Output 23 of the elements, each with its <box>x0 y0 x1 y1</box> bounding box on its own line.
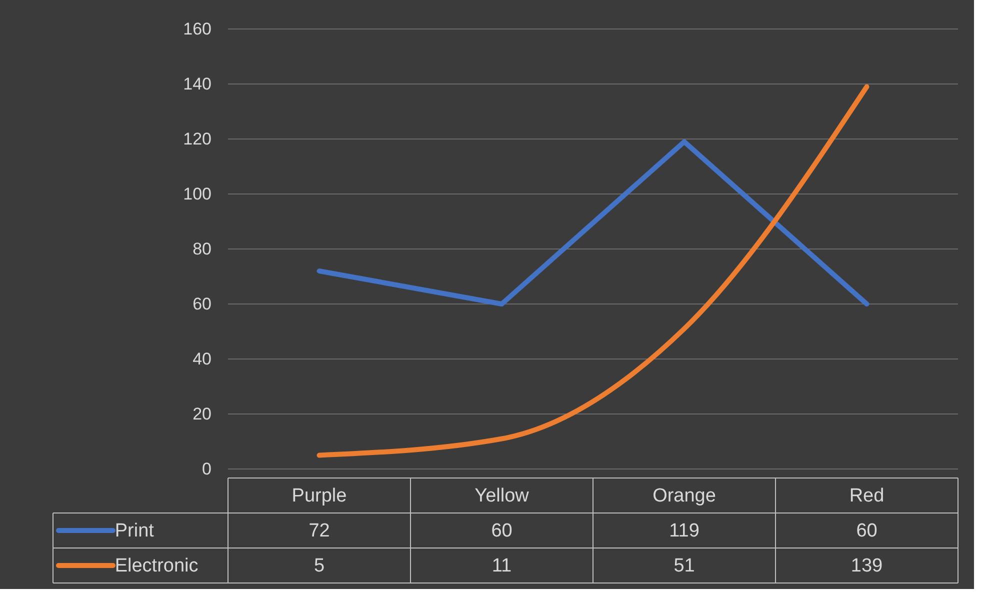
data-label: 51 <box>674 556 695 576</box>
data-label: 119 <box>669 520 700 542</box>
data-label: 60 <box>491 520 512 542</box>
data-label: 5 <box>314 556 325 576</box>
x-tick-label: Orange <box>652 486 716 506</box>
x-tick-label: Purple <box>292 486 347 506</box>
y-tick-label: 120 <box>183 130 212 148</box>
legend-label: Electronic <box>114 556 198 576</box>
y-tick-label: 140 <box>183 74 212 94</box>
y-tick-label: 20 <box>192 404 212 424</box>
y-tick-label: 100 <box>183 184 212 204</box>
y-tick-label: 40 <box>192 350 212 368</box>
x-tick-label: Red <box>849 486 884 506</box>
y-tick-label: 60 <box>192 294 212 314</box>
y-tick-label: 160 <box>183 20 212 38</box>
y-tick-label: 80 <box>192 240 212 258</box>
data-label: 11 <box>492 556 512 576</box>
data-label: 60 <box>856 520 878 542</box>
data-label: 139 <box>850 556 883 576</box>
y-tick-label: 0 <box>202 460 212 478</box>
x-tick-label: Yellow <box>474 486 530 506</box>
legend-label: Print <box>114 520 155 542</box>
data-label: 72 <box>308 520 330 542</box>
